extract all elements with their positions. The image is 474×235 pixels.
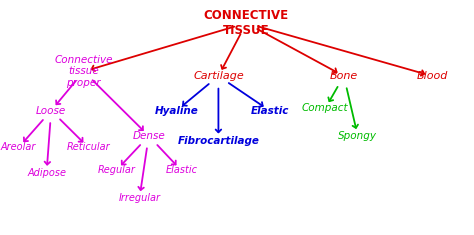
Text: Spongy: Spongy bbox=[338, 131, 377, 141]
Text: Irregular: Irregular bbox=[118, 193, 161, 203]
Text: Areolar: Areolar bbox=[1, 142, 36, 153]
Text: Loose: Loose bbox=[36, 106, 66, 116]
Text: Dense: Dense bbox=[132, 131, 165, 141]
Text: Adipose: Adipose bbox=[27, 168, 66, 178]
Text: Blood: Blood bbox=[417, 71, 448, 81]
Text: Compact: Compact bbox=[302, 103, 348, 113]
Text: Elastic: Elastic bbox=[250, 106, 289, 116]
Text: Regular: Regular bbox=[97, 165, 135, 176]
Text: Bone: Bone bbox=[330, 71, 358, 81]
Text: Cartilage: Cartilage bbox=[193, 71, 244, 81]
Text: Elastic: Elastic bbox=[165, 165, 197, 176]
Text: Connective
tissue
proper: Connective tissue proper bbox=[55, 55, 113, 88]
Text: Reticular: Reticular bbox=[66, 142, 110, 153]
Text: Hyaline: Hyaline bbox=[155, 106, 199, 116]
Text: Fibrocartilage: Fibrocartilage bbox=[177, 136, 259, 145]
Text: CONNECTIVE
TISSUE: CONNECTIVE TISSUE bbox=[204, 9, 289, 37]
